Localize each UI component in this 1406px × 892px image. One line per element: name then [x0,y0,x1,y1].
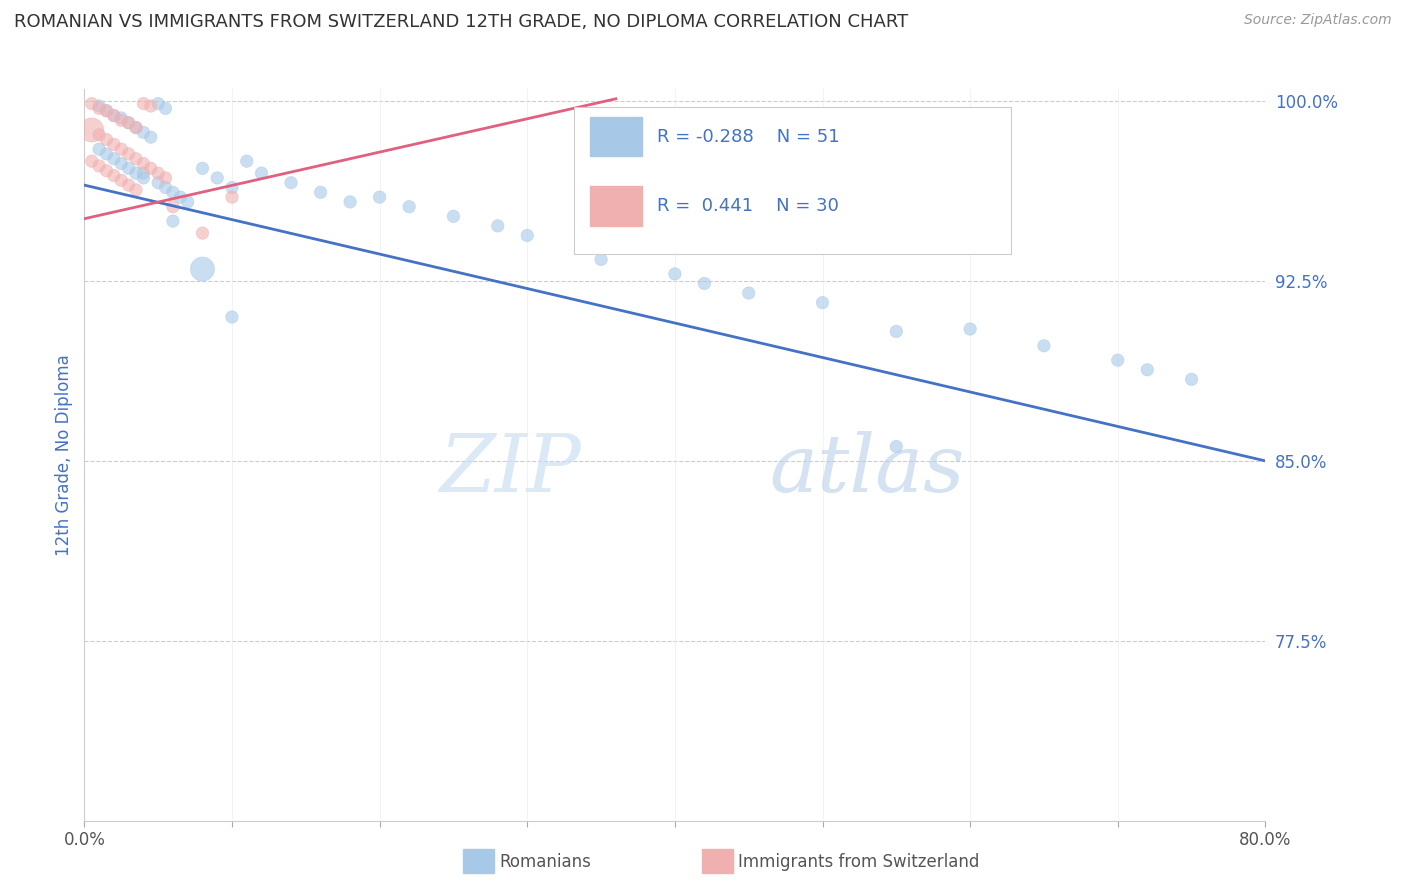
Point [162,200,184,214]
Point [148,96,170,111]
Point [148,176,170,190]
Point [87,102,111,116]
Point [125,120,148,135]
Point [235,154,259,169]
Point [959,322,981,336]
Point [132,170,155,185]
Point [110,113,132,128]
Point [139,99,162,113]
Point [87,99,111,113]
Point [693,277,716,291]
Text: atlas: atlas [769,431,965,508]
FancyBboxPatch shape [575,108,1011,253]
Point [162,214,184,228]
Point [87,142,111,156]
Point [280,176,302,190]
Point [132,166,155,180]
Point [110,156,132,170]
Point [96,103,118,118]
Point [1180,372,1202,386]
Point [191,226,214,240]
Point [103,109,125,123]
Point [87,159,111,173]
Point [169,190,191,204]
Point [162,186,184,200]
Point [96,147,118,161]
Point [103,137,125,152]
Text: Immigrants from Switzerland: Immigrants from Switzerland [738,853,980,871]
Point [80,96,103,111]
Point [886,440,908,454]
Point [96,163,118,178]
Point [398,200,420,214]
Point [155,170,177,185]
Point [1136,363,1159,377]
Point [125,166,148,180]
Point [486,219,509,233]
Point [886,325,908,339]
Point [118,178,141,193]
Point [132,96,155,111]
Point [738,286,761,301]
Point [118,116,141,130]
Point [125,183,148,197]
Point [155,102,177,116]
Text: R = -0.288    N = 51: R = -0.288 N = 51 [657,128,839,145]
Point [191,262,214,277]
Point [191,161,214,176]
Point [80,154,103,169]
Point [125,120,148,135]
Point [103,109,125,123]
Point [250,166,273,180]
Point [110,111,132,125]
Point [221,190,243,204]
Text: ZIP: ZIP [439,431,581,508]
Point [118,116,141,130]
FancyBboxPatch shape [591,117,641,156]
Point [811,295,834,310]
Text: Romanians: Romanians [499,853,591,871]
Point [221,310,243,324]
Point [139,161,162,176]
Point [309,186,332,200]
Point [516,228,538,243]
Y-axis label: 12th Grade, No Diploma: 12th Grade, No Diploma [55,354,73,556]
Point [441,209,464,223]
Point [87,128,111,142]
Point [368,190,391,204]
Point [80,123,103,137]
FancyBboxPatch shape [591,186,641,226]
Point [155,180,177,194]
Point [103,169,125,183]
Point [118,161,141,176]
Point [339,194,361,209]
Point [118,147,141,161]
Point [148,166,170,180]
Point [1107,353,1129,368]
Point [125,152,148,166]
Point [664,267,686,281]
Point [110,142,132,156]
Point [221,180,243,194]
Point [132,156,155,170]
Text: Source: ZipAtlas.com: Source: ZipAtlas.com [1244,13,1392,28]
Point [591,252,613,267]
Point [110,173,132,187]
Point [103,152,125,166]
Point [205,170,228,185]
Point [139,130,162,145]
Text: R =  0.441    N = 30: R = 0.441 N = 30 [657,197,839,215]
Point [96,103,118,118]
Point [96,132,118,146]
Text: ROMANIAN VS IMMIGRANTS FROM SWITZERLAND 12TH GRADE, NO DIPLOMA CORRELATION CHART: ROMANIAN VS IMMIGRANTS FROM SWITZERLAND … [14,13,908,31]
Point [132,125,155,139]
Point [1032,339,1054,353]
Point [177,194,200,209]
